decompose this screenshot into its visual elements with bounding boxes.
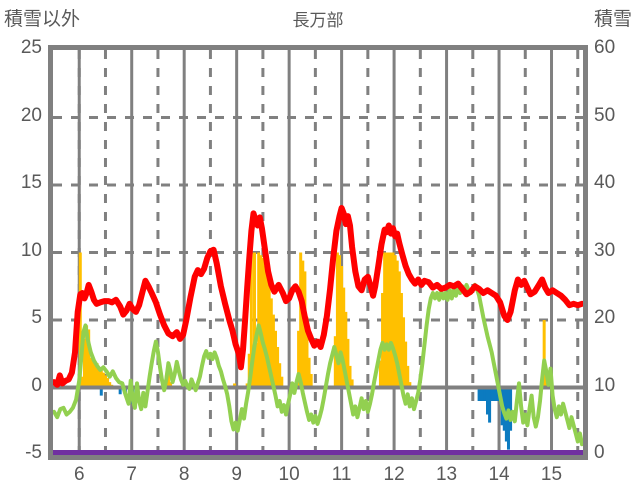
left-tick-25: 25 bbox=[20, 37, 42, 58]
left-tick-0: 0 bbox=[31, 374, 42, 396]
left-tick-5: 5 bbox=[31, 307, 42, 328]
plot-border bbox=[48, 45, 588, 460]
right-tick-10: 10 bbox=[594, 374, 616, 396]
green-line bbox=[53, 282, 583, 447]
x-tick-11: 11 bbox=[331, 464, 352, 485]
right-tick-60: 60 bbox=[594, 37, 616, 58]
left-tick--5: -5 bbox=[25, 442, 42, 463]
x-tick-9: 9 bbox=[231, 464, 242, 485]
x-tick-10: 10 bbox=[278, 464, 300, 485]
left-tick-15: 15 bbox=[20, 172, 42, 193]
x-tick-8: 8 bbox=[178, 464, 190, 485]
x-tick-12: 12 bbox=[383, 464, 405, 485]
x-tick-15: 15 bbox=[540, 464, 563, 485]
x-tick-6: 6 bbox=[73, 464, 85, 485]
red-line bbox=[53, 205, 583, 388]
right-axis-label: 積雪 bbox=[593, 9, 632, 30]
chart-canvas bbox=[53, 50, 583, 455]
chart-svg bbox=[53, 50, 583, 455]
left-tick-10: 10 bbox=[20, 239, 42, 261]
chart-title: 長万部 bbox=[292, 11, 344, 30]
x-tick-7: 7 bbox=[126, 464, 137, 485]
x-tick-13: 13 bbox=[435, 464, 458, 485]
chart-plot-area bbox=[48, 45, 588, 460]
right-tick-0: 0 bbox=[594, 442, 605, 463]
left-tick-20: 20 bbox=[20, 104, 42, 126]
x-tick-14: 14 bbox=[488, 464, 510, 485]
left-axis-label: 積雪以外 bbox=[4, 9, 81, 30]
right-tick-20: 20 bbox=[594, 307, 616, 328]
right-tick-40: 40 bbox=[594, 172, 616, 193]
right-tick-50: 50 bbox=[594, 104, 616, 126]
right-tick-30: 30 bbox=[594, 239, 616, 261]
